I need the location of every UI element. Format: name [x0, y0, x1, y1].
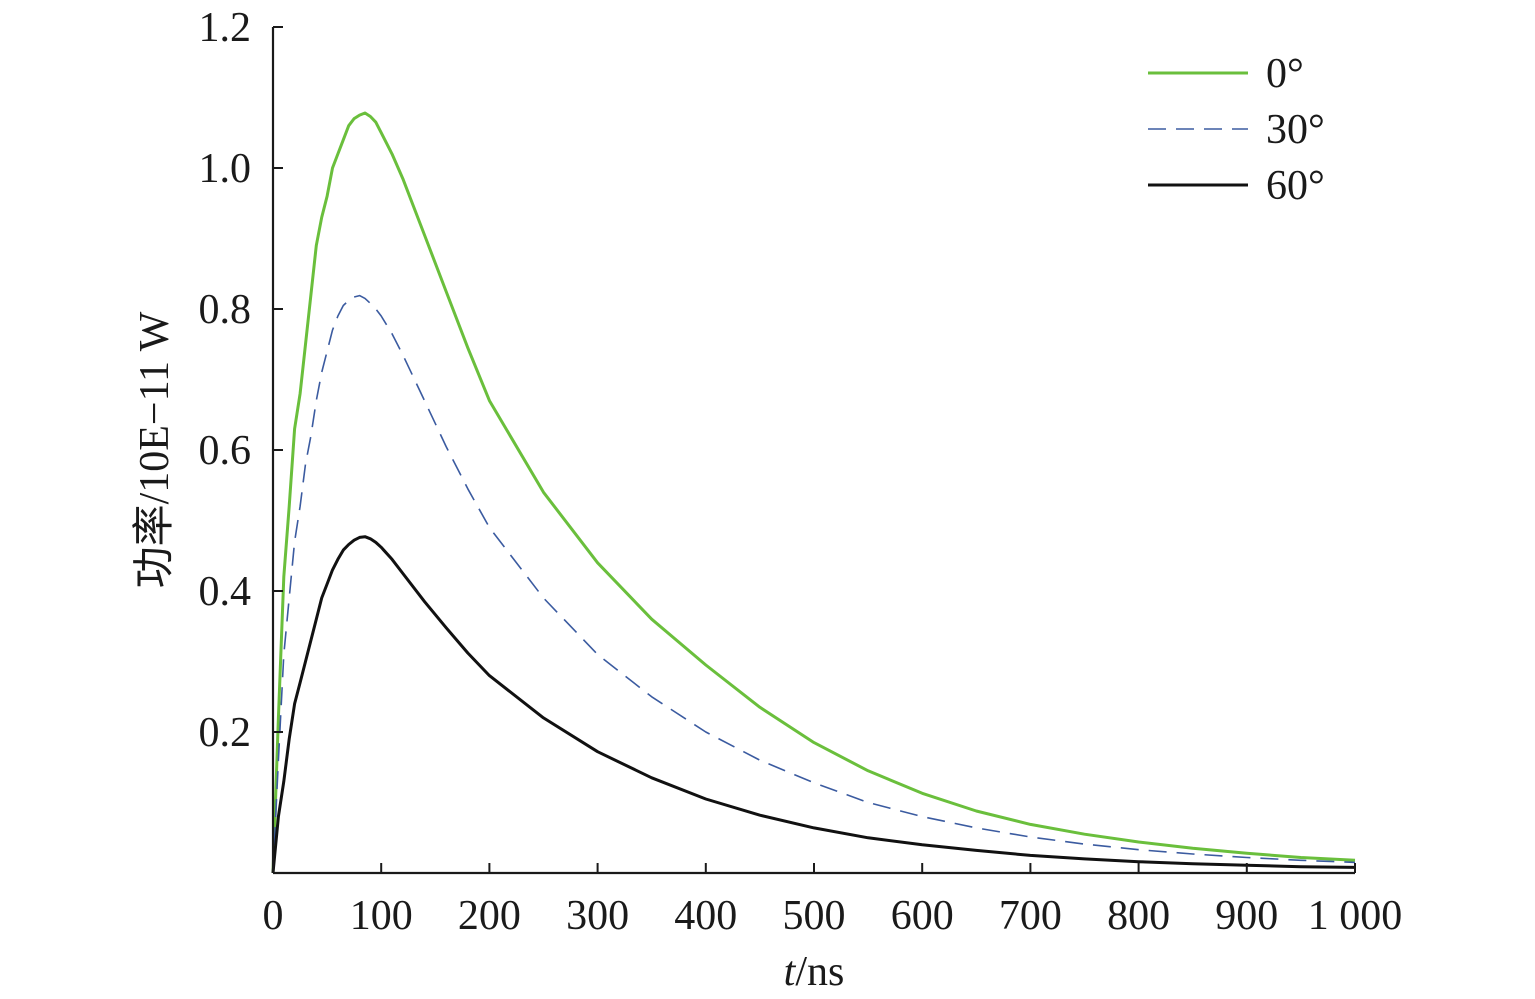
- y-axis-title: 功率/10E−11 W: [131, 311, 178, 588]
- y-tick-label: 0.2: [199, 710, 252, 756]
- x-tick-label: 200: [458, 893, 521, 939]
- x-tick-label: 800: [1107, 893, 1170, 939]
- y-tick-label: 0.8: [199, 287, 252, 333]
- series-layer: [271, 111, 1356, 874]
- x-tick-label: 0: [263, 893, 284, 939]
- legend: 0° 30° 60°: [1148, 51, 1325, 209]
- series-line-1: [272, 294, 1356, 874]
- x-tick-label: 1 000: [1308, 893, 1403, 939]
- legend-label: 60°: [1266, 163, 1325, 209]
- x-tick-label: 900: [1215, 893, 1278, 939]
- y-tick-label: 1.0: [199, 146, 252, 192]
- x-tick-label: 700: [999, 893, 1062, 939]
- x-tick-label: 500: [783, 893, 846, 939]
- series-line-0: [271, 111, 1356, 874]
- axes-layer: 0 100 200 300 400 500 600 700 800 900 1 000 0.2 0.4 0…: [131, 5, 1402, 995]
- x-tick-label: 400: [674, 893, 737, 939]
- y-tick-label: 1.2: [199, 5, 252, 51]
- x-tick-label: 100: [350, 893, 413, 939]
- series-line-2: [271, 535, 1356, 874]
- y-tick-label: 0.6: [199, 428, 252, 474]
- x-tick-label: 300: [566, 893, 629, 939]
- x-axis-title: t/ns: [784, 949, 845, 995]
- legend-label: 0°: [1266, 51, 1304, 97]
- y-tick-label: 0.4: [199, 569, 252, 615]
- legend-label: 30°: [1266, 107, 1325, 153]
- x-tick-label: 600: [891, 893, 954, 939]
